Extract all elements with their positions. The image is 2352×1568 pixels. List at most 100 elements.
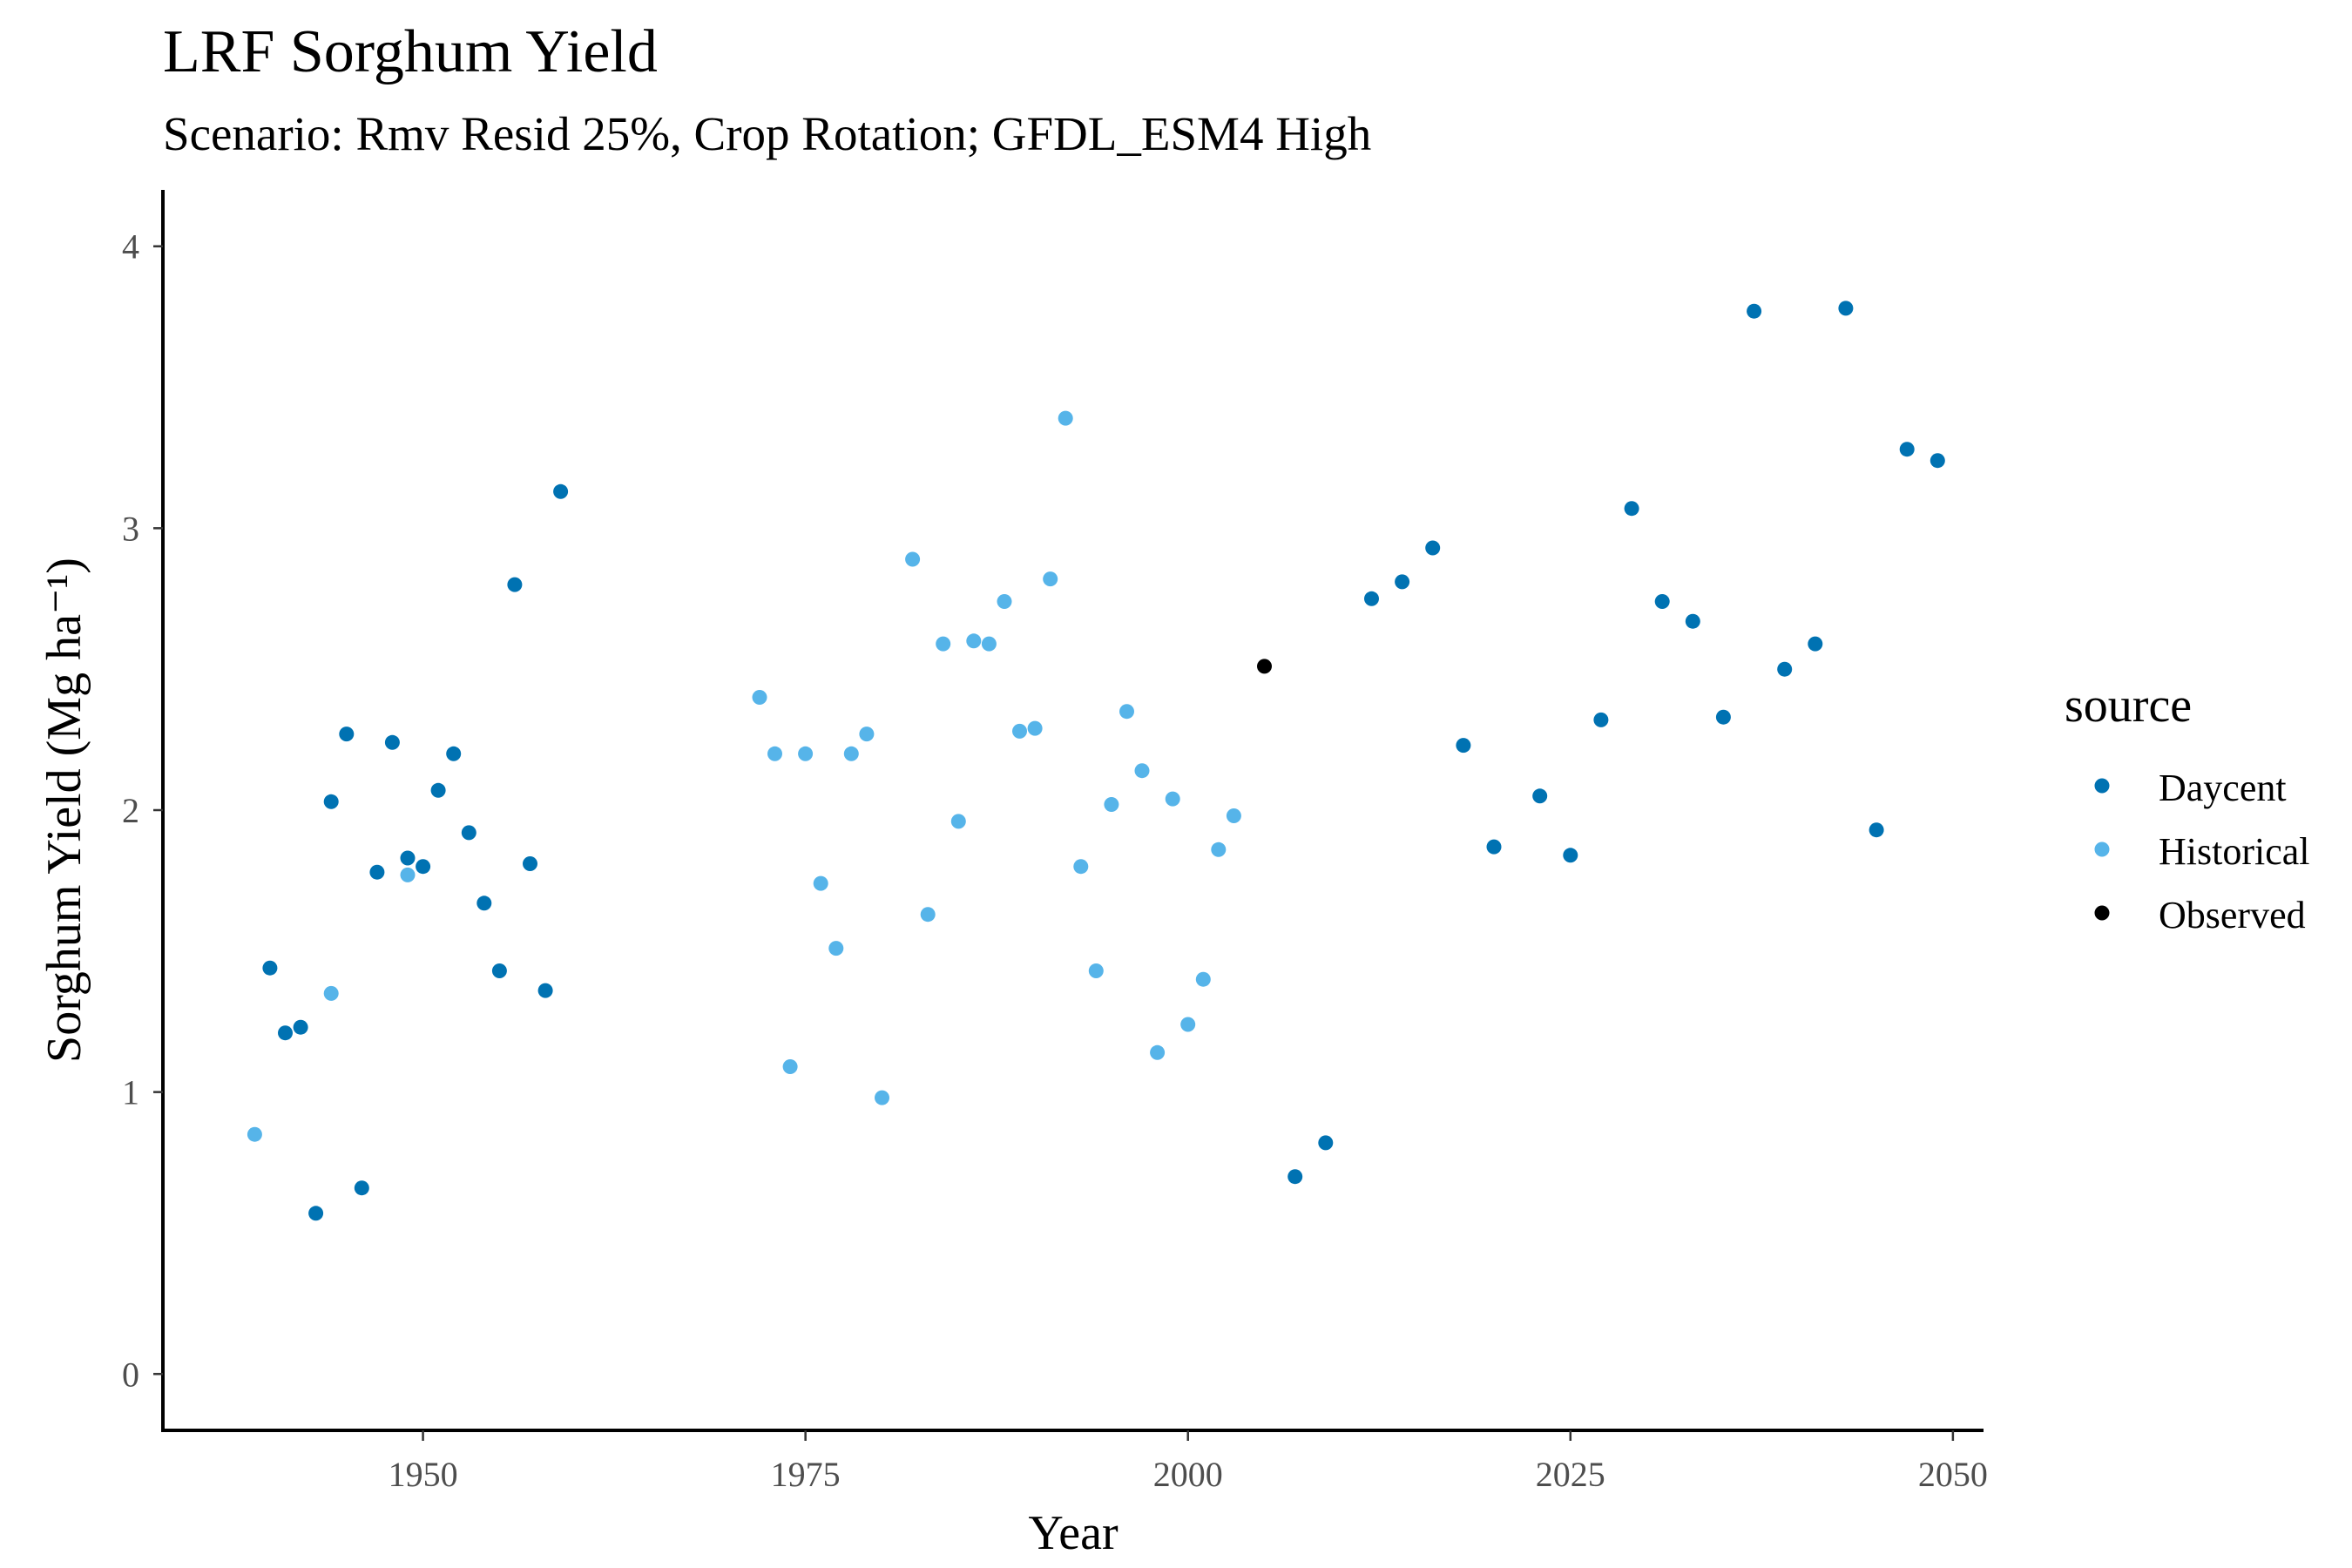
point-daycent-2014 [1395, 574, 1410, 590]
point-historical-2002 [1211, 841, 1227, 857]
legend-label-daycent: Daycent [2159, 767, 2287, 809]
point-historical-2001 [1195, 971, 1211, 987]
point-daycent-1943 [308, 1206, 324, 1221]
point-daycent-2023 [1532, 788, 1548, 804]
legend-label-observed: Observed [2159, 894, 2306, 936]
point-historical-1939 [247, 1126, 262, 1142]
y-tick-label-0: 0 [122, 1355, 139, 1394]
x-tick-label-2025: 2025 [1536, 1455, 1605, 1494]
point-daycent-2037 [1747, 303, 1762, 319]
point-historical-1993 [1073, 859, 1089, 875]
point-historical-1996 [1119, 704, 1134, 720]
point-historical-1978 [843, 746, 859, 761]
point-historical-1987 [981, 636, 997, 652]
x-tick-label-1950: 1950 [389, 1455, 458, 1494]
point-daycent-2031 [1654, 594, 1670, 609]
point-historical-1997 [1134, 763, 1150, 779]
point-historical-2000 [1180, 1017, 1196, 1032]
legend-title: source [2065, 679, 2192, 733]
point-daycent-1944 [323, 794, 339, 809]
point-historical-1979 [859, 727, 875, 742]
data-points [247, 301, 1945, 1221]
y-axis-ticks: 0 1 2 3 4 [122, 227, 163, 1394]
y-axis-title: Sorghum Yield (Mg ha⁻¹) [37, 558, 91, 1063]
y-tick-label-2: 2 [122, 791, 139, 830]
legend-key-daycent [2094, 778, 2110, 794]
point-daycent-2041 [1808, 636, 1823, 652]
point-daycent-1957 [523, 856, 537, 871]
point-historical-1976 [813, 875, 828, 891]
point-historical-1994 [1088, 963, 1104, 978]
point-daycent-1953 [461, 825, 476, 841]
point-daycent-1958 [537, 983, 553, 998]
point-historical-1985 [950, 814, 966, 829]
point-daycent-2020 [1486, 839, 1502, 855]
point-daycent-2018 [1456, 738, 1471, 754]
point-daycent-1947 [369, 864, 385, 880]
x-tick-label-2000: 2000 [1153, 1455, 1223, 1494]
point-daycent-1940 [262, 960, 278, 976]
point-historical-1972 [752, 690, 767, 705]
point-daycent-1956 [507, 577, 523, 592]
point-daycent-2007 [1288, 1169, 1303, 1185]
point-historical-1986 [966, 633, 982, 649]
point-daycent-1950 [416, 859, 431, 875]
x-tick-label-2050: 2050 [1918, 1455, 1988, 1494]
point-historical-1992 [1058, 410, 1073, 426]
y-tick-label-4: 4 [122, 227, 139, 267]
point-daycent-2027 [1593, 712, 1609, 727]
point-historical-1975 [798, 746, 814, 761]
point-historical-1983 [920, 907, 936, 923]
point-daycent-2035 [1715, 709, 1731, 725]
point-daycent-1951 [430, 782, 446, 798]
point-historical-1984 [936, 636, 951, 652]
chart-title: LRF Sorghum Yield [163, 18, 658, 85]
point-historical-1974 [782, 1059, 798, 1074]
point-daycent-1952 [446, 746, 462, 761]
point-historical-1999 [1165, 791, 1180, 807]
point-historical-1973 [767, 746, 782, 761]
point-historical-1991 [1043, 571, 1058, 587]
point-daycent-1942 [293, 1019, 308, 1035]
chart-subtitle: Scenario: Rmv Resid 25%, Crop Rotation; … [163, 107, 1371, 160]
point-historical-1949 [400, 867, 416, 882]
point-daycent-1954 [476, 896, 492, 911]
point-daycent-2033 [1685, 613, 1700, 629]
point-daycent-2025 [1563, 848, 1578, 863]
legend-key-observed [2094, 905, 2110, 921]
x-tick-label-1975: 1975 [771, 1455, 841, 1494]
point-historical-1989 [1012, 723, 1027, 739]
point-daycent-2012 [1364, 591, 1379, 606]
point-historical-2003 [1226, 808, 1241, 823]
point-daycent-1946 [354, 1180, 369, 1196]
point-historical-1980 [875, 1090, 889, 1105]
point-daycent-2043 [1838, 301, 1854, 316]
point-historical-1944 [323, 985, 339, 1001]
point-historical-1977 [828, 941, 844, 956]
point-daycent-1941 [278, 1025, 293, 1041]
y-tick-label-1: 1 [122, 1073, 139, 1112]
legend-key-historical [2094, 841, 2110, 857]
point-daycent-2047 [1899, 442, 1915, 457]
point-daycent-2016 [1425, 540, 1441, 556]
point-daycent-1959 [553, 483, 569, 499]
y-tick-label-3: 3 [122, 509, 139, 548]
point-historical-1988 [997, 594, 1012, 609]
legend-label-historical: Historical [2159, 830, 2310, 873]
point-daycent-2045 [1869, 822, 1884, 838]
x-axis-title: Year [1028, 1506, 1119, 1560]
x-axis-ticks: 1950 1975 2000 2025 2050 [389, 1430, 1988, 1494]
point-daycent-1949 [400, 850, 416, 866]
point-historical-1995 [1104, 797, 1119, 812]
point-observed-2005 [1257, 659, 1272, 674]
legend: source Daycent Historical Observed [2065, 679, 2310, 936]
point-daycent-2029 [1624, 501, 1639, 517]
point-daycent-2039 [1777, 661, 1793, 677]
point-daycent-1955 [491, 963, 507, 978]
point-daycent-2049 [1930, 453, 1945, 469]
point-daycent-1945 [339, 727, 355, 742]
point-historical-1982 [905, 551, 921, 567]
point-daycent-1948 [384, 734, 400, 750]
point-daycent-2009 [1318, 1135, 1334, 1151]
